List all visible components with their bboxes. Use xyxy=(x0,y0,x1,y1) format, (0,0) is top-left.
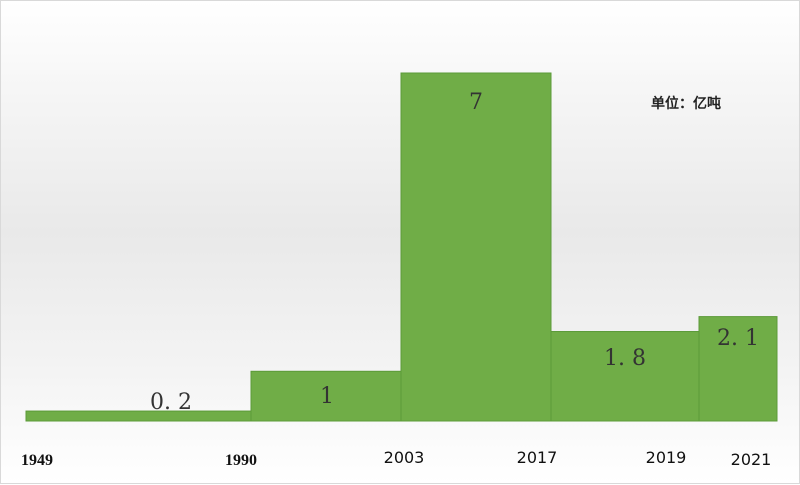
x-tick-label: 2017 xyxy=(517,448,558,467)
bar-2019-2021 xyxy=(698,316,778,422)
x-tick-label: 1949 xyxy=(21,452,53,469)
bar-1990-2003 xyxy=(250,370,402,422)
x-tick-label: 2019 xyxy=(646,448,687,467)
data-label: 1 xyxy=(320,384,334,409)
bar-1949-1990 xyxy=(25,410,252,422)
data-label: 1. 8 xyxy=(604,346,646,371)
unit-label: 单位：亿吨 xyxy=(651,96,721,112)
x-tick-label: 2003 xyxy=(384,448,425,467)
data-label: 2. 1 xyxy=(717,326,759,351)
data-label: 0. 2 xyxy=(150,390,192,415)
bar-2003-2017 xyxy=(400,72,552,422)
data-label: 7 xyxy=(469,90,483,115)
x-tick-label: 2021 xyxy=(731,450,772,469)
x-tick-label: 1990 xyxy=(225,452,257,469)
bar-2017-2019 xyxy=(550,331,700,422)
